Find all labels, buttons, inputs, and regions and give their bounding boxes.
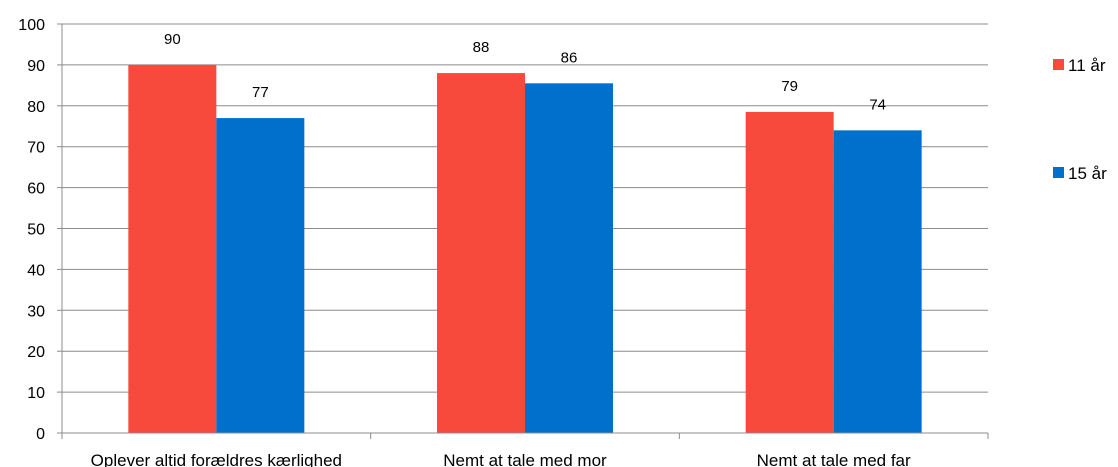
x-tick-label: Oplever altid forældres kærlighed: [91, 451, 342, 467]
legend-swatch: [1053, 59, 1064, 70]
legend-swatch: [1053, 167, 1064, 178]
bar: [216, 118, 305, 433]
y-tick-label: 50: [27, 222, 45, 239]
y-tick-label: 90: [27, 58, 45, 75]
bar: [128, 64, 217, 434]
y-tick-label: 100: [18, 17, 45, 34]
bar: [525, 83, 613, 434]
y-tick-label: 60: [27, 181, 45, 198]
x-tick-label: Nemt at tale med far: [757, 451, 911, 467]
y-tick-label: 10: [27, 385, 45, 402]
data-label: 74: [869, 96, 886, 113]
bar: [833, 130, 922, 433]
y-tick-label: 0: [36, 426, 45, 443]
y-tick-label: 40: [27, 262, 45, 279]
bar: [437, 73, 525, 433]
y-tick-label: 80: [27, 99, 45, 116]
y-tick-label: 20: [27, 344, 45, 361]
legend: 11 år 15 år: [1053, 56, 1107, 183]
data-label: 79: [781, 78, 798, 95]
y-tick-label: 30: [27, 303, 45, 320]
bars: 90 77 88 86 79 74: [128, 31, 922, 434]
data-label: 77: [252, 84, 269, 101]
y-tick-label: 70: [27, 140, 45, 157]
legend-label: 15 år: [1068, 164, 1107, 183]
x-axis: Oplever altid forældres kærlighed Nemt at…: [61, 432, 989, 467]
y-axis: 0 10 20 30 40 50 60 70 80 90 100: [18, 17, 63, 443]
data-label: 86: [561, 49, 578, 66]
data-label: 88: [473, 39, 490, 56]
data-label: 90: [164, 31, 181, 48]
bar: [745, 111, 834, 433]
x-tick-label: Nemt at tale med mor: [443, 451, 607, 467]
legend-label: 11 år: [1068, 56, 1106, 75]
